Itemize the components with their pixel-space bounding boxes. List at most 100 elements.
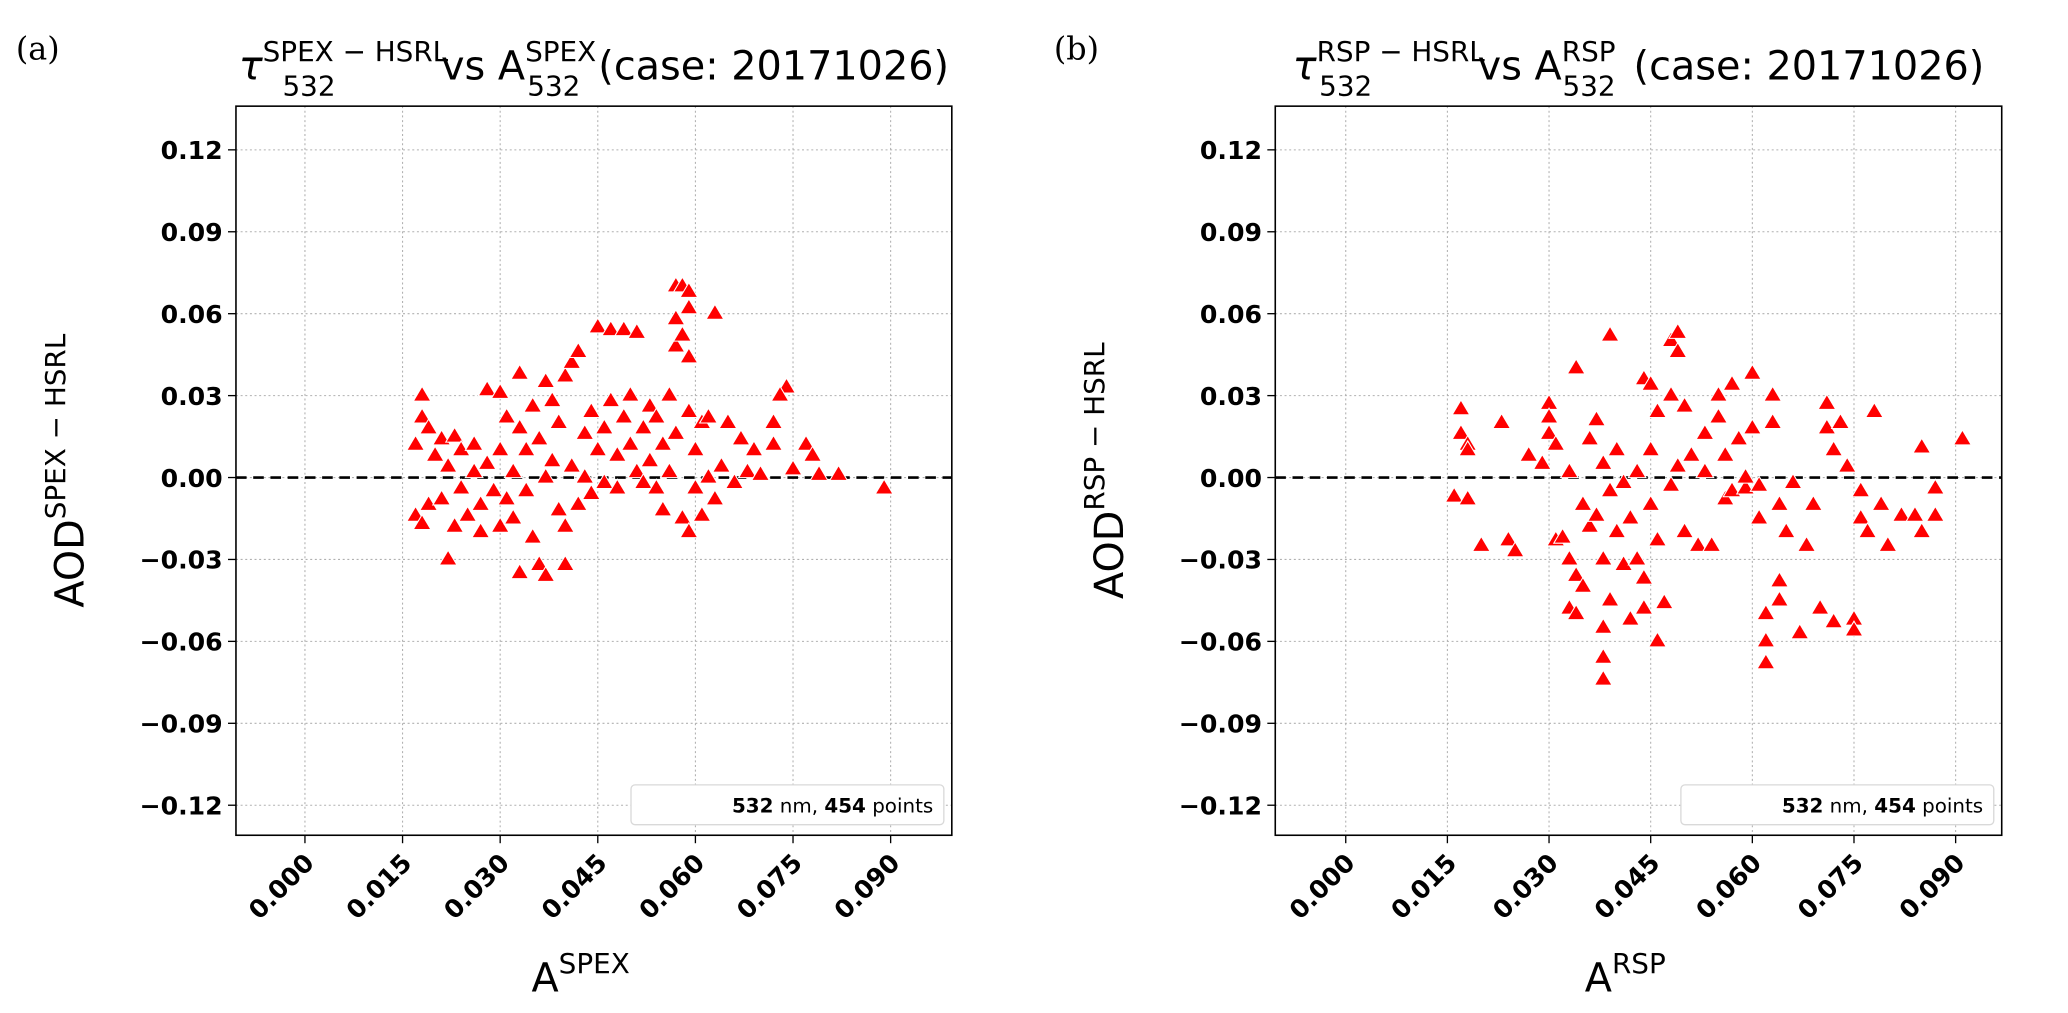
data-point <box>1607 521 1627 539</box>
data-point <box>770 385 790 402</box>
data-point <box>1661 475 1681 492</box>
data-point <box>1695 423 1715 440</box>
data-point <box>1674 396 1695 413</box>
data-point <box>1769 570 1790 588</box>
data-point <box>1593 549 1614 566</box>
data-point <box>1668 322 1688 339</box>
data-point <box>431 489 452 506</box>
data-point <box>679 281 699 298</box>
data-point <box>1715 489 1735 506</box>
data-point <box>1579 428 1600 446</box>
data-point <box>1566 565 1586 582</box>
x-tick-label: 0.045 <box>536 848 613 925</box>
data-point <box>418 418 439 435</box>
data-point <box>640 396 660 413</box>
data-point <box>1471 535 1492 552</box>
data-point <box>1539 407 1559 424</box>
data-point <box>692 505 712 522</box>
data-point <box>653 499 673 517</box>
data-point <box>1491 412 1512 430</box>
y-tick-label: 0.03 <box>1200 382 1262 411</box>
data-point <box>1729 428 1749 446</box>
data-point <box>1593 669 1614 686</box>
data-point <box>685 478 706 495</box>
x-tick-label: 0.090 <box>1894 848 1971 925</box>
data-point <box>1457 489 1478 506</box>
x-tick-label: 0.015 <box>1385 848 1462 925</box>
data-point <box>1688 535 1708 552</box>
data-point <box>568 341 589 359</box>
data-point <box>548 499 569 517</box>
data-point <box>601 390 621 408</box>
data-point <box>679 347 699 364</box>
data-point <box>1620 508 1641 525</box>
chart-title: τSPEX − HSRL 532 vs ASPEX 532 (case: 20171… <box>239 35 949 102</box>
data-point <box>1668 341 1688 359</box>
data-point <box>724 472 745 490</box>
x-tick-label: 0.015 <box>341 848 418 925</box>
data-point <box>1823 439 1844 457</box>
data-point <box>646 478 667 495</box>
legend: 532 nm, 454 points <box>630 784 945 826</box>
data-point <box>659 385 680 402</box>
data-point <box>1627 461 1647 479</box>
data-point <box>438 456 458 473</box>
data-point <box>1769 494 1790 511</box>
data-point <box>1756 652 1776 670</box>
panel-b: (b) τRSP − HSRL 532 vs ARSP 532 (case: 2017… <box>1054 30 2003 1002</box>
data-point <box>666 423 686 440</box>
x-axis-label: ASPEX <box>531 947 629 1002</box>
data-point <box>705 303 725 320</box>
data-point <box>1620 609 1641 626</box>
plot-frame <box>1274 105 2003 837</box>
legend-text: 532 nm, 454 points <box>732 795 933 818</box>
data-point <box>548 412 569 430</box>
data-point <box>685 439 706 457</box>
x-tick-label: 0.060 <box>1690 848 1767 925</box>
data-point <box>633 418 654 435</box>
x-tick-label: 0.090 <box>829 848 906 925</box>
data-point <box>1790 622 1810 640</box>
data-point <box>516 439 536 457</box>
data-point <box>828 464 849 481</box>
data-point <box>1742 363 1763 380</box>
data-point <box>1769 590 1790 607</box>
y-tick-label: −0.12 <box>1179 792 1262 821</box>
data-point <box>705 489 725 506</box>
data-point <box>1634 568 1654 585</box>
data-point <box>496 489 517 506</box>
data-point <box>1674 521 1695 539</box>
data-point <box>679 297 699 315</box>
x-tick-label: 0.060 <box>633 848 710 925</box>
data-point <box>1498 530 1519 547</box>
data-point <box>438 549 458 566</box>
y-tick-label: 0.09 <box>161 218 223 247</box>
data-point <box>529 554 549 572</box>
y-axis-label: AODRSP − HSRL <box>1078 342 1133 599</box>
data-point <box>568 494 589 511</box>
data-point <box>666 308 686 326</box>
data-point <box>490 382 510 399</box>
data-point <box>1905 505 1925 522</box>
data-point <box>444 426 465 443</box>
data-point <box>555 516 576 533</box>
data-point <box>503 508 523 525</box>
y-tick-label: −0.09 <box>1179 710 1262 739</box>
data-point <box>412 385 432 402</box>
data-point <box>802 445 823 462</box>
y-tick-label: 0.09 <box>1200 218 1262 247</box>
data-point <box>555 554 576 572</box>
data-point <box>1735 467 1756 484</box>
data-point <box>1871 494 1891 511</box>
data-point <box>1756 603 1776 621</box>
data-point <box>1749 475 1769 492</box>
data-point <box>1891 505 1912 522</box>
data-point <box>529 428 549 446</box>
data-point <box>1647 631 1668 648</box>
y-tick-label: 0.12 <box>161 136 223 165</box>
data-point <box>620 434 641 451</box>
data-point <box>614 407 634 424</box>
data-point <box>1593 647 1614 664</box>
data-point <box>1593 617 1614 634</box>
